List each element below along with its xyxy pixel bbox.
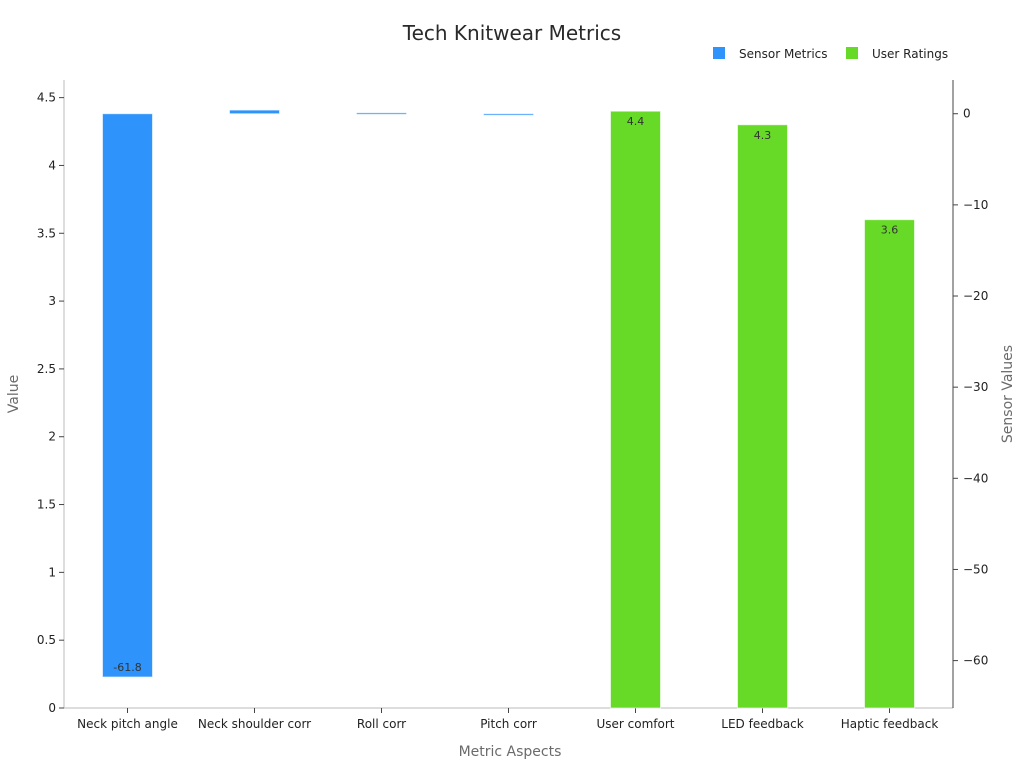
y2-tick-label: −50: [963, 562, 988, 576]
bar-user-ratings: [610, 110, 661, 709]
data-label: 4.3: [754, 129, 772, 142]
legend: Sensor Metrics User Ratings: [713, 47, 948, 61]
axes: 0 0.5 1 1.5 2 2.5 3 3.5 4 4.5 0 −10 −20 −30 −40 −50 −60 N…: [37, 80, 988, 731]
legend-label: User Ratings: [872, 47, 948, 61]
y-tick-label: 3.5: [37, 226, 56, 240]
y2-tick-label: 0: [963, 107, 971, 121]
y-tick-label: 4.5: [37, 91, 56, 105]
x-tick-label: Pitch corr: [480, 717, 537, 731]
bar-sensor-metrics: [102, 113, 153, 678]
bar-user-ratings: [737, 124, 788, 709]
data-label: 4.4: [627, 115, 645, 128]
data-label: -61.8: [113, 661, 141, 674]
x-tick-label: Haptic feedback: [841, 717, 939, 731]
bars: [102, 109, 915, 709]
x-tick-label: User comfort: [597, 717, 675, 731]
y-tick-label: 1: [48, 565, 56, 579]
y2-tick-label: −20: [963, 289, 988, 303]
bar-sensor-metrics: [483, 113, 534, 116]
legend-label: Sensor Metrics: [739, 47, 828, 61]
chart-title: Tech Knitwear Metrics: [402, 21, 621, 45]
y2-tick-label: −40: [963, 471, 988, 485]
x-tick-label: Neck pitch angle: [77, 717, 178, 731]
y-tick-label: 3: [48, 294, 56, 308]
y2-tick-label: −30: [963, 380, 988, 394]
bar-sensor-metrics: [356, 112, 407, 115]
bar-user-ratings: [864, 219, 915, 709]
y2-axis-title: Sensor Values: [1000, 345, 1016, 443]
x-tick-label: Roll corr: [357, 717, 406, 731]
x-tick-label: Neck shoulder corr: [198, 717, 311, 731]
y2-tick-label: −10: [963, 198, 988, 212]
y-axis-title: Value: [6, 375, 22, 413]
legend-swatch: [846, 47, 858, 59]
y-tick-label: 0.5: [37, 633, 56, 647]
x-axis-title: Metric Aspects: [459, 744, 562, 760]
bar-sensor-metrics: [229, 109, 280, 115]
data-labels: -61.8 4.4 4.3 3.6: [113, 115, 898, 674]
y2-tick-label: −60: [963, 654, 988, 668]
x-tick-label: LED feedback: [721, 717, 803, 731]
y-tick-label: 1.5: [37, 498, 56, 512]
legend-swatch: [713, 47, 725, 59]
y-tick-label: 0: [48, 701, 56, 715]
y-tick-label: 2: [48, 430, 56, 444]
y-tick-label: 4: [48, 158, 56, 172]
data-label: 3.6: [881, 224, 899, 237]
y-tick-label: 2.5: [37, 362, 56, 376]
